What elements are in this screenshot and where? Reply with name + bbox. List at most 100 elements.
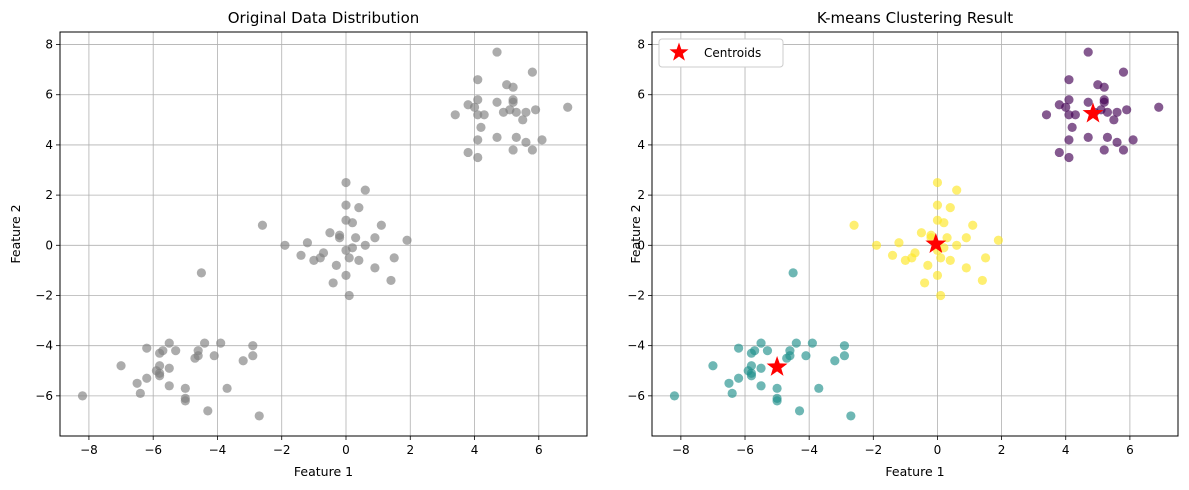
point-data [511, 132, 521, 142]
y-tick-label: 8 [45, 38, 53, 52]
point-data [521, 137, 531, 148]
point-cluster-1 [807, 338, 817, 348]
point-cluster-0 [1118, 145, 1129, 155]
point-cluster-1 [814, 383, 824, 393]
point-cluster-1 [733, 343, 744, 353]
point-cluster-2 [977, 275, 987, 286]
x-tick-label: 6 [1126, 443, 1134, 457]
point-cluster-1 [801, 351, 811, 361]
point-cluster-0 [1118, 67, 1129, 77]
grid-lines [652, 32, 1178, 436]
point-cluster-1 [782, 353, 792, 363]
point-cluster-1 [756, 338, 766, 348]
y-tick-label: 0 [637, 238, 645, 252]
point-data [325, 228, 335, 238]
legend-star [669, 42, 689, 61]
point-cluster-0 [1109, 115, 1119, 125]
y-tick-label: −4 [627, 339, 645, 353]
point-data [537, 135, 547, 145]
point-data [171, 346, 181, 356]
point-cluster-2 [939, 218, 949, 228]
point-data [354, 255, 364, 265]
point-cluster-0 [1122, 105, 1132, 115]
legend-label-centroids: Centroids [704, 46, 761, 60]
point-data [328, 278, 338, 288]
point-cluster-2 [945, 255, 955, 265]
point-cluster-2 [887, 250, 898, 260]
point-cluster-1 [746, 371, 757, 381]
point-cluster-1 [724, 378, 734, 388]
point-cluster-2 [980, 253, 991, 263]
point-data [450, 110, 460, 120]
point-cluster-0 [1112, 107, 1122, 117]
point-cluster-1 [846, 411, 856, 421]
x-tick-label: 0 [934, 443, 942, 457]
point-cluster-2 [894, 238, 904, 248]
point-data [203, 406, 213, 416]
chart-title: K-means Clustering Result [817, 9, 1013, 27]
point-cluster-2 [932, 270, 943, 281]
chart-title: Original Data Distribution [228, 9, 420, 27]
y-tick-label: 6 [45, 88, 53, 102]
x-ticks: −8 −6 −4 −2 0 2 4 6 [672, 436, 1134, 457]
point-data [563, 102, 573, 112]
y-tick-label: −6 [627, 389, 645, 403]
point-cluster-0 [1064, 135, 1074, 145]
point-cluster-2 [871, 240, 882, 250]
point-cluster-0 [1083, 97, 1093, 107]
point-data [248, 341, 258, 351]
point-data [473, 110, 483, 120]
point-data [479, 110, 489, 120]
point-data [155, 371, 165, 381]
point-data [238, 356, 248, 366]
point-cluster-2 [926, 233, 936, 243]
point-cluster-2 [923, 260, 933, 270]
point-data [77, 391, 88, 401]
point-data [116, 361, 126, 371]
point-cluster-2 [952, 240, 962, 250]
y-axis-label: Feature 2 [8, 204, 23, 263]
point-data [180, 396, 190, 406]
point-cluster-0 [1041, 110, 1052, 120]
point-data [473, 75, 483, 85]
point-data [476, 122, 486, 132]
point-cluster-0 [1064, 110, 1074, 120]
point-data [492, 47, 502, 57]
y-tick-label: 2 [637, 188, 645, 202]
centroid-star [766, 355, 788, 376]
point-cluster-2 [936, 253, 946, 263]
point-data [196, 268, 206, 278]
point-data [360, 240, 370, 250]
point-cluster-2 [968, 220, 978, 230]
point-data [469, 102, 480, 112]
plot-original-distribution: −8 −6 −4 −2 0 2 4 6 −6 −4 −2 0 2 4 6 8 Original Data D… [8, 9, 588, 479]
point-data [296, 250, 306, 260]
point-data [518, 115, 528, 125]
point-data [521, 107, 531, 117]
point-cluster-1 [708, 361, 718, 371]
point-data [402, 235, 412, 245]
point-cluster-2 [900, 255, 910, 265]
point-cluster-0 [1154, 102, 1164, 112]
point-cluster-0 [1099, 82, 1109, 92]
point-cluster-1 [727, 388, 737, 398]
point-data [370, 233, 380, 243]
point-cluster-2 [920, 278, 930, 288]
y-tick-label: 2 [45, 188, 53, 202]
point-data [473, 152, 483, 163]
point-data [155, 348, 165, 358]
point-cluster-0 [1102, 107, 1113, 117]
point-cluster-1 [772, 383, 782, 393]
point-data [511, 107, 521, 117]
y-tick-label: −4 [35, 339, 53, 353]
point-data [473, 135, 483, 145]
y-tick-label: 6 [637, 88, 645, 102]
point-cluster-1 [839, 341, 850, 351]
x-tick-label: −6 [736, 443, 754, 457]
point-data [370, 263, 380, 273]
point-cluster-0 [1064, 95, 1074, 105]
y-axis-label: Feature 2 [628, 204, 643, 263]
point-cluster-0 [1061, 102, 1071, 112]
centroid-star [1082, 102, 1104, 123]
